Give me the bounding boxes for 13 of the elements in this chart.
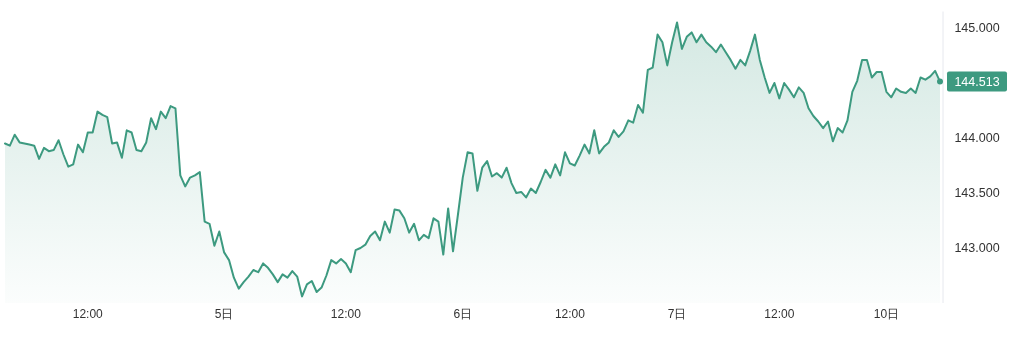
x-tick-label: 10日	[873, 307, 900, 321]
y-tick-label: 143.000	[954, 241, 1000, 256]
x-tick-label: 7日	[667, 307, 687, 321]
text: 144.513	[954, 74, 1000, 89]
x-tick-label: 12:00	[72, 307, 104, 321]
y-tick-label: 143.500	[954, 186, 1000, 201]
y-tick-label: 145.000	[954, 21, 1000, 36]
x-tick-label: 12:00	[764, 307, 795, 321]
x-tick-label: 12:00	[554, 307, 586, 321]
x-tick-label: 6日	[453, 307, 473, 321]
y-tick-label: 144.000	[954, 131, 1000, 146]
x-tick-label: 12:00	[330, 307, 362, 321]
x-tick-label: 5日	[214, 307, 234, 321]
